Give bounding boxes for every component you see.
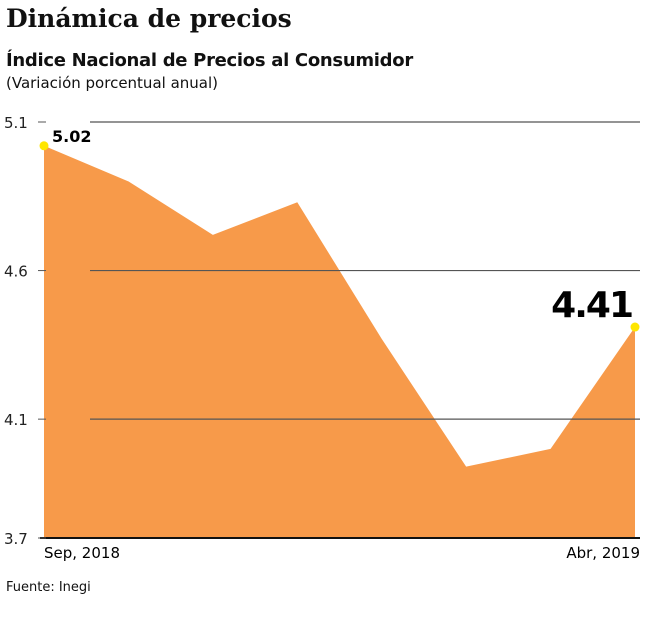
area-series: [44, 145, 635, 538]
data-label-last: 4.41: [551, 285, 632, 326]
x-tick-label: Sep, 2018: [44, 544, 120, 562]
chart-title: Dinámica de precios: [6, 4, 292, 33]
data-label-first: 5.02: [52, 127, 91, 146]
chart-note: (Variación porcentual anual): [6, 74, 218, 92]
source-note: Fuente: Inegi: [6, 580, 91, 595]
chart-subtitle: Índice Nacional de Precios al Consumidor: [6, 50, 413, 71]
data-point-marker: [39, 141, 49, 151]
y-tick-label: 3.7: [4, 530, 28, 548]
y-tick-label: 5.1: [4, 114, 28, 132]
y-tick-label: 4.6: [4, 263, 28, 281]
x-tick-label: Abr, 2019: [566, 544, 640, 562]
y-tick-label: 4.1: [4, 411, 28, 429]
data-point-marker: [630, 322, 640, 332]
